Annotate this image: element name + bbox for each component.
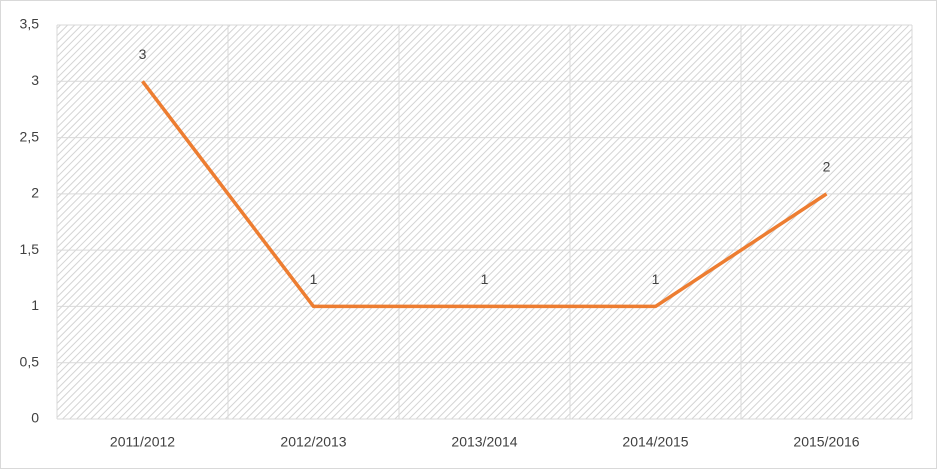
data-label: 1	[310, 271, 318, 287]
y-tick-label: 0	[31, 410, 39, 426]
x-tick-label: 2015/2016	[793, 434, 859, 450]
y-tick-label: 3	[31, 72, 39, 88]
x-tick-label: 2012/2013	[280, 434, 346, 450]
y-tick-label: 2	[31, 185, 39, 201]
data-label: 1	[652, 271, 660, 287]
data-label: 2	[823, 159, 831, 175]
y-tick-label: 1,5	[20, 241, 40, 257]
x-tick-label: 2011/2012	[110, 434, 175, 450]
x-tick-label: 2013/2014	[451, 434, 517, 450]
y-tick-label: 2,5	[20, 128, 40, 144]
x-tick-label: 2014/2015	[622, 434, 688, 450]
y-tick-label: 0,5	[20, 353, 40, 369]
data-label: 3	[139, 46, 147, 62]
y-tick-label: 1	[31, 297, 39, 313]
data-label: 1	[481, 271, 489, 287]
plot-area	[57, 25, 912, 419]
y-tick-label: 3,5	[20, 16, 40, 32]
data-line	[141, 80, 828, 309]
